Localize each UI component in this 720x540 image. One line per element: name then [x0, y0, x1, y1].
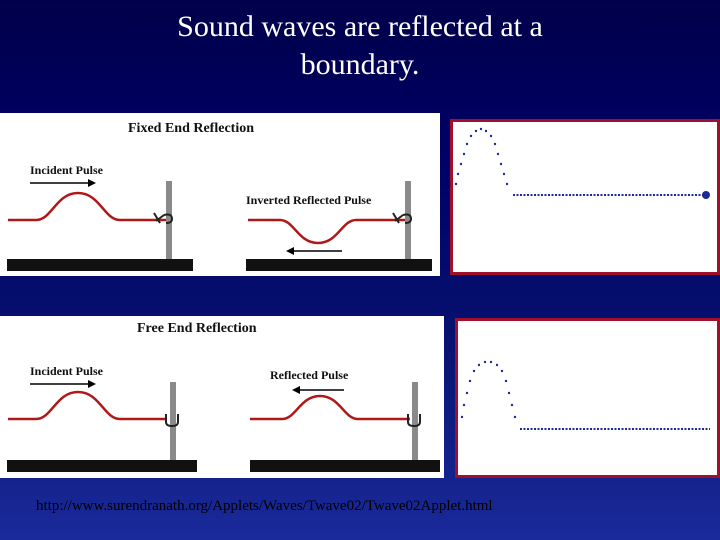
free-ring-right-icon [407, 414, 421, 428]
fixed-heading: Fixed End Reflection [128, 121, 254, 136]
fixed-ground-left [7, 259, 193, 271]
free-heading: Free End Reflection [137, 321, 257, 336]
fixed-end-diagram: Fixed End Reflection Incident Pulse Inve… [0, 113, 440, 276]
free-reflected-arrow-left-icon [292, 386, 344, 394]
fixed-clamp-right-icon [392, 212, 413, 224]
fixed-applet-end-dot[interactable] [702, 191, 710, 199]
free-incident-label: Incident Pulse [30, 364, 104, 378]
source-url[interactable]: http://www.surendranath.org/Applets/Wave… [36, 498, 493, 514]
title-line-1: Sound waves are reflected at a [177, 10, 543, 43]
fixed-incident-string [8, 191, 168, 222]
fixed-incident-label: Incident Pulse [30, 163, 104, 177]
free-incident-string [8, 390, 166, 421]
fixed-end-applet[interactable] [450, 119, 720, 275]
free-reflected-label: Reflected Pulse [270, 368, 349, 382]
free-end-applet[interactable] [455, 318, 720, 478]
free-ground-left [7, 460, 197, 472]
free-applet-wave [460, 360, 517, 419]
fixed-post-right [405, 181, 411, 261]
fixed-reflected-label: Inverted Reflected Pulse [246, 193, 372, 207]
title-line-2: boundary. [300, 48, 420, 81]
fixed-applet-wave [454, 127, 509, 186]
fixed-clamp-left-icon [153, 212, 174, 224]
incident-arrow-right-icon [30, 179, 96, 187]
free-ring-left-icon [165, 414, 179, 428]
free-ground-right [250, 460, 440, 472]
fixed-post-left [166, 181, 172, 261]
reflected-arrow-left-icon [286, 247, 342, 255]
fixed-ground-right [246, 259, 432, 271]
free-post-left [170, 382, 176, 462]
free-end-diagram: Free End Reflection Incident Pulse Refle… [0, 316, 444, 478]
free-incident-arrow-right-icon [30, 380, 96, 388]
free-post-right [412, 382, 418, 462]
fixed-reflected-string [248, 218, 406, 245]
slide-title: Sound waves are reflected at a boundary. [100, 8, 620, 84]
free-reflected-string [250, 394, 410, 421]
